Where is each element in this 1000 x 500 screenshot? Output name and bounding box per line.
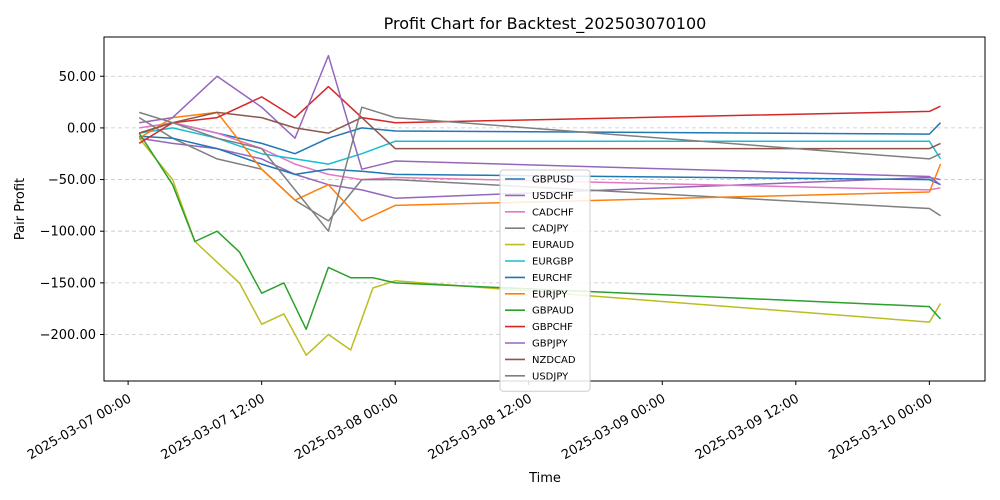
y-tick-label: −100.00 — [40, 225, 96, 240]
y-axis-ticks: 50.00 0.00 −50.00 −100.00 −150.00 −200.00 — [40, 70, 104, 343]
legend-label: CADJPY — [532, 224, 569, 235]
chart-title: Profit Chart for Backtest_202503070100 — [384, 14, 707, 34]
legend-label: GBPUSD — [532, 175, 574, 186]
y-tick-label: −50.00 — [48, 173, 96, 188]
series-lines — [138, 54, 942, 356]
legend-label: EURGBP — [532, 257, 573, 268]
series-line-eurgbp — [139, 127, 942, 165]
y-tick-label: −150.00 — [40, 276, 96, 291]
legend-label: EURJPY — [532, 289, 568, 300]
series-line-usdjpy — [138, 106, 941, 232]
series-line-usdchf — [139, 137, 941, 199]
legend-label: EURCHF — [532, 273, 573, 284]
legend-label: GBPCHF — [532, 322, 573, 333]
series-line-cadchf — [139, 121, 941, 191]
legend-label: USDCHF — [532, 191, 574, 202]
y-tick-label: 50.00 — [59, 70, 96, 85]
legend-label: EURAUD — [532, 240, 574, 251]
y-tick-label: −200.00 — [40, 328, 96, 343]
legend: GBPUSD USDCHF CADCHF CADJPY EURAUD EURGBP EURC… — [499, 169, 591, 392]
y-tick-label: 0.00 — [67, 121, 96, 136]
series-line-nzdcad — [138, 111, 941, 150]
legend-label: GBPJPY — [532, 339, 568, 350]
y-axis-label: Pair Profit — [13, 178, 28, 240]
legend-box — [499, 169, 591, 392]
series-line-gbpjpy — [139, 54, 941, 186]
series-line-eurjpy — [138, 111, 942, 222]
legend-label: CADCHF — [532, 207, 574, 218]
x-axis-label: Time — [528, 471, 561, 486]
series-line-gbpaud — [138, 132, 942, 331]
legend-label: NZDCAD — [532, 355, 576, 366]
series-line-gbpchf — [138, 85, 941, 145]
legend-label: GBPAUD — [532, 306, 574, 317]
legend-label: USDJPY — [532, 371, 569, 382]
series-line-eurchf — [139, 135, 941, 186]
